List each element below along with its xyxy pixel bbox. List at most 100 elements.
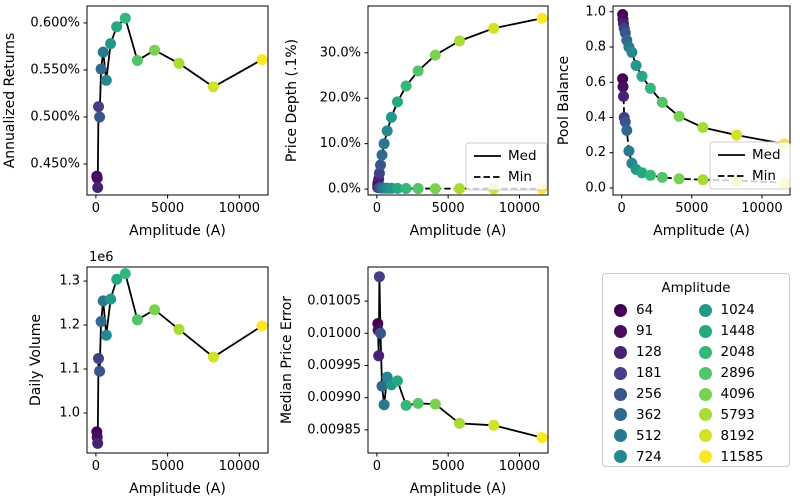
daily-volume-ytick-label: 1.1 (59, 362, 80, 377)
amplitude-legend-item: 256 (614, 384, 699, 405)
price-depth-point (381, 125, 393, 137)
pool-balance-point (644, 82, 656, 94)
amplitude-legend-item: 91 (614, 321, 699, 342)
amplitude-value-label: 1024 (720, 302, 755, 319)
pool-balance-ytick-label: 0.8 (585, 40, 606, 55)
daily-volume-point (119, 268, 131, 280)
annualized-returns-ytick-label: 0.600% (30, 15, 80, 30)
daily-volume-point (92, 437, 104, 449)
median-price-error-point (536, 432, 548, 444)
subplot-annualized-returns: 0 5000 10000 0.450% 0.500% 0.550% 0.600% Amplit… (2, 5, 269, 239)
subplot-pool-balance: 0 5000 10000 0.0 0.2 0.4 0.6 0.8 1.0 Amplitude (A… (556, 4, 791, 239)
annualized-returns-point (111, 21, 123, 33)
price-depth-point (375, 159, 386, 171)
amplitude-value-label: 181 (636, 365, 662, 382)
daily-volume-point (100, 329, 112, 341)
price-depth-xtick-label: 5000 (432, 201, 465, 216)
amplitude-legend-item: 4096 (698, 384, 784, 405)
median-price-error-point (454, 417, 465, 429)
price-depth-spines (367, 5, 549, 196)
annualized-returns-spines (86, 5, 269, 196)
pool-balance-point (673, 173, 685, 185)
daily-volume-spines (86, 266, 269, 454)
price-depth-point (378, 138, 390, 150)
amplitude-value-label: 2048 (720, 344, 755, 361)
amplitude-legend: Amplitude 64 91 128 181 256 362 512 724 1024 1448… (602, 273, 790, 467)
pool-balance-spines (612, 5, 791, 196)
price-depth-point (400, 80, 412, 92)
price-depth-point (400, 183, 412, 194)
amplitude-value-label: 1448 (720, 323, 755, 340)
pool-balance-point (621, 124, 633, 136)
pool-balance-point (617, 73, 629, 85)
annualized-returns-ylabel: Annualized Returns (2, 33, 18, 169)
median-price-error-ytick-label: 0.00990 (307, 390, 361, 405)
color-swatch-icon (614, 345, 627, 359)
median-price-error-ytick-label: 0.01000 (307, 326, 361, 341)
color-swatch-icon (614, 429, 627, 443)
color-swatch-icon (698, 450, 712, 464)
amplitude-legend-column: 1024 1448 2048 2896 4096 5793 8192 11585 (698, 300, 784, 467)
annualized-returns-point (93, 101, 104, 113)
pool-balance-xtick-label: 0 (618, 201, 626, 216)
price-depth-ytick-label: 0.0% (328, 182, 361, 197)
amplitude-legend-title: Amplitude (661, 280, 731, 296)
annualized-returns-plot-area (91, 12, 268, 193)
daily-volume-point (93, 353, 104, 364)
annualized-returns-point (131, 55, 143, 66)
daily-volume-ytick-label: 1.2 (59, 318, 80, 333)
pool-balance-point (626, 46, 638, 58)
annualized-returns-xtick-label: 10000 (219, 201, 260, 216)
pool-balance-point (623, 145, 635, 157)
pool-balance-point (630, 60, 642, 71)
pool-balance-ytick-label: 0.2 (585, 145, 606, 160)
annualized-returns-point (105, 38, 117, 50)
pool-balance-point (636, 167, 648, 179)
price-depth-legend-box (465, 142, 548, 191)
annualized-returns-ytick-label: 0.550% (30, 62, 80, 77)
pool-balance-xlabel: Amplitude (A) (653, 223, 750, 239)
daily-volume-ytick-label: 1.3 (59, 274, 80, 289)
price-depth-point (385, 111, 397, 123)
daily-volume-point (256, 320, 268, 332)
daily-volume-point (173, 323, 185, 335)
pool-balance-ytick-label: 0.6 (585, 75, 606, 90)
pool-balance-xtick-label: 5000 (675, 201, 708, 216)
pool-balance-xtick-label: 10000 (741, 201, 782, 216)
price-depth-xtick-label: 0 (373, 201, 381, 216)
color-swatch-icon (698, 366, 712, 380)
amplitude-legend-item: 1448 (698, 321, 784, 342)
price-depth-ylabel: Price Depth (.1%) (284, 39, 300, 162)
pool-balance-ytick-label: 0.0 (585, 180, 606, 195)
subplot-median-price-error: 0 5000 10000 0.00985 0.00990 0.00995 0.01000 0.… (279, 266, 549, 497)
color-swatch-icon (614, 450, 627, 464)
annualized-returns-point (149, 44, 161, 56)
daily-volume-point (105, 293, 117, 305)
price-depth-point (454, 183, 465, 195)
annualized-returns-xlabel: Amplitude (A) (129, 223, 226, 239)
amplitude-value-label: 362 (636, 406, 662, 423)
daily-volume-point (131, 314, 143, 326)
pool-balance-point (619, 116, 631, 128)
amplitude-value-label: 5793 (720, 406, 755, 423)
pool-balance-point (697, 174, 709, 186)
price-depth-point (429, 183, 441, 195)
daily-volume-xlabel: Amplitude (A) (129, 481, 226, 497)
color-swatch-icon (614, 387, 627, 401)
price-depth-ytick-label: 30.0% (320, 45, 361, 60)
daily-volume-point (149, 304, 161, 316)
price-depth-ytick-label: 10.0% (320, 136, 361, 151)
amplitude-legend-item: 128 (614, 342, 699, 363)
amplitude-value-label: 64 (636, 302, 654, 319)
pool-balance-point (656, 96, 668, 108)
price-depth-legend-med-label: Med (508, 148, 537, 164)
median-price-error-point (429, 398, 441, 410)
median-price-error-spines (367, 266, 549, 454)
price-depth-ytick-label: 20.0% (320, 91, 361, 106)
color-swatch-icon (614, 408, 627, 422)
amplitude-value-label: 128 (636, 344, 662, 361)
median-price-error-point (412, 397, 424, 409)
color-swatch-icon (698, 387, 712, 401)
annualized-returns-point (173, 57, 185, 69)
amplitude-legend-item: 362 (614, 404, 699, 425)
